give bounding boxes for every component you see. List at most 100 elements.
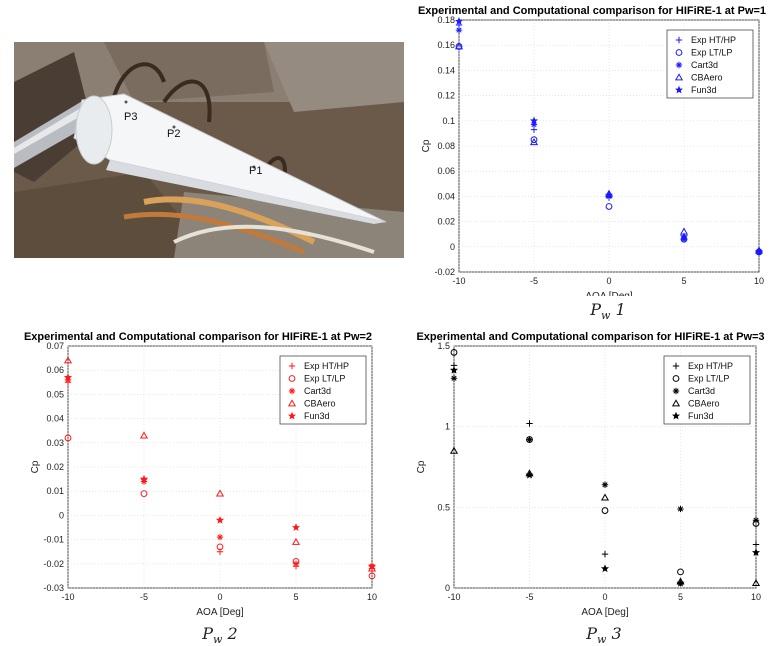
legend-marker	[674, 85, 684, 94]
y-axis-label: Cp	[416, 460, 427, 473]
x-axis-label: AOA [Deg]	[581, 607, 628, 618]
caption-pw2: Pw 2	[202, 624, 238, 646]
caption-pw1: Pw 1	[590, 300, 626, 323]
data-point	[139, 474, 149, 483]
y-tick-label: 0	[445, 583, 450, 593]
legend-marker	[674, 73, 684, 81]
cp-chart-pw2: Experimental and Computational compariso…	[24, 331, 377, 618]
y-tick-label: 0	[450, 242, 455, 252]
legend-label: CBAero	[304, 399, 336, 409]
data-point	[139, 431, 149, 439]
data-point	[529, 116, 539, 125]
chart-title: Experimental and Computational compariso…	[24, 331, 372, 343]
data-point	[601, 481, 609, 488]
data-point	[291, 523, 301, 531]
x-axis-label: AOA [Deg]	[585, 291, 632, 296]
data-point	[215, 489, 225, 497]
y-tick-label: 0.01	[46, 486, 64, 496]
legend-label: Fun3d	[691, 85, 717, 95]
legend-marker	[288, 387, 296, 395]
data-point	[292, 560, 300, 567]
y-tick-label: -0.02	[43, 559, 64, 569]
y-tick-label: 0.05	[46, 389, 64, 399]
x-tick-label: 0	[602, 592, 607, 602]
data-point	[754, 247, 764, 256]
y-tick-label: 0.18	[437, 15, 455, 25]
x-tick-label: -5	[525, 592, 533, 602]
legend-marker	[675, 36, 683, 44]
data-point	[454, 17, 464, 25]
y-tick-label: 0.08	[437, 141, 455, 151]
port-label-p3: P3	[124, 111, 137, 123]
port-label-p1: P1	[249, 165, 262, 177]
legend-marker	[675, 49, 683, 56]
data-point	[752, 541, 760, 548]
y-tick-label: 0.06	[46, 365, 64, 375]
y-tick-label: 0.14	[437, 65, 455, 75]
x-tick-label: -5	[140, 592, 148, 602]
legend-box	[279, 355, 367, 425]
data-point	[64, 434, 72, 442]
y-tick-label: 0.07	[46, 341, 64, 351]
y-tick-label: -0.02	[434, 267, 455, 277]
data-point	[291, 537, 301, 545]
legend-box	[663, 355, 751, 425]
y-tick-label: 0.02	[437, 217, 455, 227]
chart-title: Experimental and Computational compariso…	[418, 5, 766, 17]
data-point	[140, 490, 148, 498]
x-tick-label: -10	[452, 276, 465, 286]
legend-label: Exp HT/HP	[304, 361, 349, 371]
x-tick-label: 5	[293, 592, 298, 602]
y-tick-label: 0.02	[46, 462, 64, 472]
x-tick-label: 10	[751, 592, 761, 602]
legend-label: Cart3d	[691, 60, 718, 70]
data-point	[455, 26, 463, 34]
data-point	[676, 578, 685, 587]
data-point	[525, 470, 534, 479]
legend-marker	[287, 411, 297, 420]
x-tick-label: 5	[678, 592, 683, 602]
data-point	[526, 420, 533, 427]
data-point	[63, 356, 73, 364]
data-point	[215, 516, 225, 524]
data-point	[368, 572, 376, 580]
data-point	[140, 478, 148, 485]
port-label-p2: P2	[167, 128, 180, 140]
data-point	[751, 578, 761, 587]
data-point	[454, 42, 464, 50]
x-tick-label: 10	[754, 276, 764, 286]
legend-label: Exp LT/LP	[304, 374, 345, 384]
data-point	[216, 533, 224, 541]
legend-marker	[287, 399, 297, 407]
y-tick-label: 0.04	[437, 191, 455, 201]
data-point	[604, 190, 614, 199]
data-point	[752, 517, 760, 524]
y-tick-label: 0.06	[437, 166, 455, 176]
data-point	[367, 561, 377, 570]
data-point	[216, 543, 224, 551]
data-point	[601, 550, 609, 558]
cp-chart-pw3: Experimental and Computational compariso…	[416, 331, 765, 618]
x-tick-label: -10	[61, 592, 74, 602]
cp-chart-pw1: Experimental and Computational compariso…	[418, 5, 766, 296]
data-point	[450, 375, 458, 382]
y-tick-label: 0.04	[46, 414, 64, 424]
y-tick-label: -0.01	[43, 535, 64, 545]
legend-label: Exp LT/LP	[688, 374, 729, 384]
data-point	[526, 436, 533, 443]
data-point	[450, 349, 458, 356]
data-point	[677, 505, 684, 513]
legend-label: Fun3d	[688, 411, 714, 421]
legend-label: Cart3d	[304, 386, 331, 396]
legend-marker	[675, 61, 683, 69]
data-point	[64, 376, 72, 384]
data-point	[600, 493, 610, 501]
legend-box	[666, 29, 754, 99]
y-tick-label: 1.5	[437, 341, 450, 351]
y-tick-label: 0.12	[437, 91, 455, 101]
legend-label: CBAero	[688, 399, 720, 409]
legend-marker	[288, 362, 296, 370]
legend-marker	[672, 362, 680, 370]
data-point	[529, 138, 539, 146]
legend-marker	[672, 387, 680, 395]
